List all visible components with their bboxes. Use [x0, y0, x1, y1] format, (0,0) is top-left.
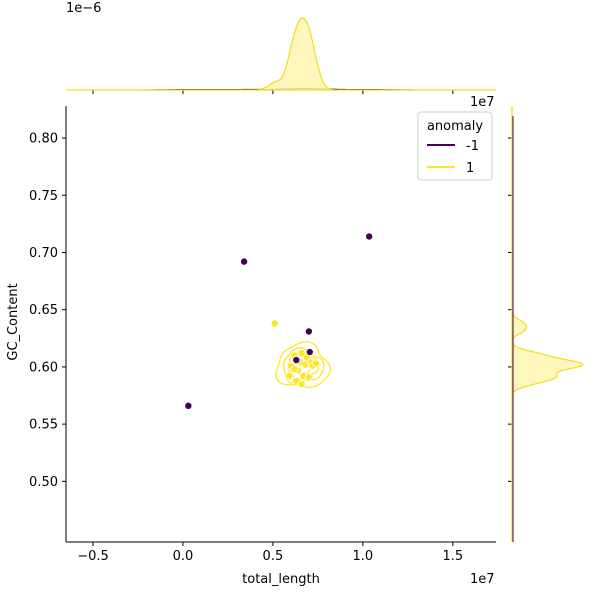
scatter-point-anomaly	[240, 257, 249, 266]
y-axis-label: GC_Content	[6, 283, 21, 360]
y-tick-label: 0.75	[29, 189, 58, 204]
y-tick-label: 0.50	[29, 475, 58, 490]
top-marginal-density	[66, 17, 496, 91]
legend-label-positive: 1	[466, 161, 474, 176]
y-tick-label: 0.65	[29, 303, 58, 318]
scatter-point-normal	[270, 319, 279, 328]
scatter-point-normal	[304, 373, 313, 382]
scatter-point-anomaly	[184, 401, 193, 410]
legend: anomaly -1 1	[417, 111, 493, 181]
top-density-positive	[66, 17, 496, 91]
kde-contour	[275, 341, 332, 388]
y-tick-label: 0.80	[29, 132, 58, 147]
scatter-point-anomaly	[292, 356, 301, 365]
right-marginal-density	[511, 106, 584, 542]
top-marginal-offset-label: 1e−6	[66, 1, 101, 16]
scatter-point-normal	[297, 380, 306, 389]
right-density-positive	[511, 106, 584, 542]
y-tick-label: 0.70	[29, 246, 58, 261]
x-offset-label: 1e7	[470, 572, 495, 587]
legend-title: anomaly	[427, 119, 483, 134]
scatter-point-normal	[297, 349, 306, 358]
x-tick-label: −0.5	[77, 549, 109, 564]
scatter-points	[184, 232, 374, 410]
x-tick-label: 0.5	[263, 549, 284, 564]
x-tick-label: 1.5	[442, 549, 463, 564]
scatter-point-normal	[312, 359, 321, 368]
x-tick-label: 0.0	[173, 549, 194, 564]
x-axis-label: total_length	[242, 572, 320, 587]
x-tick-label: 1.0	[353, 549, 374, 564]
y-tick-label: 0.55	[29, 418, 58, 433]
scatter-point-normal	[290, 365, 299, 374]
right-marginal-offset-label: 1e7	[470, 95, 495, 110]
legend-label-negative: -1	[466, 139, 479, 154]
scatter-point-anomaly	[365, 232, 374, 241]
y-tick-label: 0.60	[29, 360, 58, 375]
scatter-point-anomaly	[304, 327, 313, 336]
scatter-point-anomaly	[305, 348, 314, 357]
scatter-point-normal	[285, 372, 294, 381]
